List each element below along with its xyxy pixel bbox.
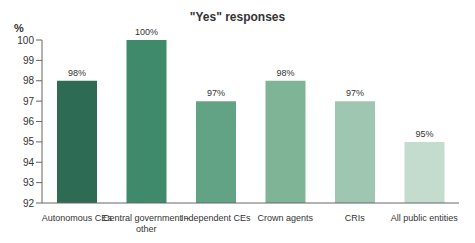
svg-text:100: 100 (17, 35, 34, 46)
html-text:"Yes" responses: "Yes" responses (189, 10, 286, 24)
svg-text:94: 94 (23, 157, 35, 168)
svg-text:98: 98 (23, 75, 35, 86)
svg-text:Independent CEs: Independent CEs (181, 213, 251, 223)
svg-text:Autonomous CEs: Autonomous CEs (42, 213, 113, 223)
svg-text:97%: 97% (346, 88, 364, 98)
svg-text:92: 92 (23, 198, 35, 209)
svg-text:95: 95 (23, 136, 35, 147)
svg-text:Crown agents: Crown agents (257, 213, 313, 223)
svg-text:100%: 100% (135, 27, 158, 37)
svg-text:Central government –other: Central government –other (103, 213, 190, 234)
svg-text:All public entities: All public entities (391, 213, 459, 223)
svg-text:95%: 95% (415, 129, 433, 139)
svg-text:93: 93 (23, 177, 35, 188)
svg-text:CRIs: CRIs (345, 213, 365, 223)
svg-text:99: 99 (23, 55, 35, 66)
svg-text:98%: 98% (68, 68, 86, 78)
svg-text:97: 97 (23, 96, 35, 107)
svg-text:96: 96 (23, 116, 35, 127)
svg-text:98%: 98% (276, 68, 294, 78)
svg-text:97%: 97% (207, 88, 225, 98)
